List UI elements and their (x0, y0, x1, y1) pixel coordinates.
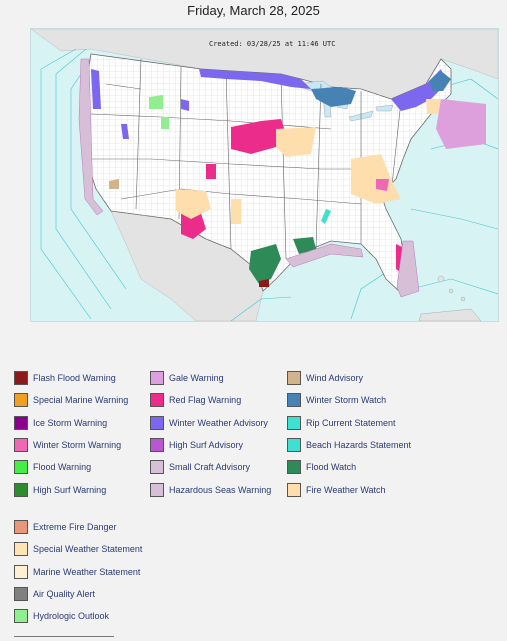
legend-item: Wind Advisory (287, 369, 363, 387)
legend-swatch (150, 371, 164, 385)
legend-label: Winter Weather Advisory (169, 417, 268, 428)
legend-item: High Surf Warning (14, 481, 106, 499)
legend-item: Extreme Fire Danger (14, 518, 117, 536)
legend-label: Marine Weather Statement (33, 566, 141, 577)
legend-label: Hydrologic Outlook (33, 611, 110, 622)
caribbean-islands (418, 275, 482, 321)
winter-storm-watch-area (311, 87, 356, 107)
legend-item: Hazardous Seas Warning (150, 481, 271, 499)
page-title: Friday, March 28, 2025 (187, 3, 320, 18)
legend-divider (14, 636, 114, 641)
legend-label: Fire Weather Watch (306, 484, 386, 495)
legend-label: Flash Flood Warning (33, 373, 116, 383)
legend-label: Winter Storm Watch (306, 395, 387, 406)
red-flag-warning-area (231, 119, 286, 154)
legend-label: Special Marine Warning (33, 395, 129, 406)
legend-label: Flood Watch (306, 462, 357, 473)
created-stamp: Created: 03/28/25 at 11:46 UTC (209, 40, 335, 48)
legend-swatch (14, 586, 28, 601)
legend-item: High Surf Advisory (150, 436, 243, 454)
legend-swatch (150, 393, 164, 408)
legend-label: Special Weather Statement (33, 544, 143, 555)
legend-swatch (14, 415, 28, 430)
legend-item: Winter Storm Warning (14, 436, 121, 454)
legend-swatch (150, 460, 164, 475)
legend-label: Gale Warning (169, 373, 224, 383)
fire-weather-watch-area (276, 127, 316, 157)
legend-item: Flash Flood Warning (14, 369, 116, 387)
legend-item: Air Quality Alert (14, 585, 95, 603)
legend-swatch (14, 609, 28, 624)
legend-swatch (287, 415, 301, 430)
legend-item: Small Craft Advisory (150, 458, 250, 476)
legend-item: Flood Watch (287, 458, 356, 476)
legend-item: Hydrologic Outlook (14, 607, 109, 625)
legend-swatch (14, 460, 28, 475)
legend-label: Flood Warning (33, 462, 92, 473)
legend-item: Marine Weather Statement (14, 563, 140, 581)
legend-swatch (14, 542, 28, 557)
legend-label: Red Flag Warning (169, 395, 242, 406)
legend-swatch (287, 482, 301, 497)
legend-label: Wind Advisory (306, 373, 364, 383)
legend-label: Ice Storm Warning (33, 417, 108, 428)
legend-label: High Surf Advisory (169, 439, 244, 450)
legend-item: Ice Storm Warning (14, 414, 107, 432)
hazard-areas (78, 58, 486, 298)
legend-swatch (287, 393, 301, 408)
legend-item: Flood Warning (14, 458, 91, 476)
legend-swatch (14, 520, 28, 534)
legend-swatch (14, 437, 28, 452)
legend-label: Beach Hazards Statement (306, 439, 412, 450)
legend-swatch (287, 371, 301, 385)
legend-item: Winter Storm Watch (287, 391, 386, 409)
legend-label: Hazardous Seas Warning (169, 484, 272, 495)
legend-swatch (150, 415, 164, 430)
legend-item: Fire Weather Watch (287, 481, 386, 499)
legend-label: Extreme Fire Danger (33, 522, 117, 532)
winter-weather-advisory-area (199, 69, 311, 89)
legend-swatch (150, 482, 164, 497)
legend-item: Winter Weather Advisory (150, 414, 268, 432)
legend-swatch (14, 393, 28, 408)
flood-watch-area (249, 244, 281, 284)
us-hazards-map[interactable]: Created: 03/28/25 at 11:46 UTC (30, 28, 499, 322)
legend-label: High Surf Warning (33, 484, 107, 495)
legend-item: Beach Hazards Statement (287, 436, 411, 454)
map-canvas: Created: 03/28/25 at 11:46 UTC (31, 29, 498, 321)
legend-swatch (287, 437, 301, 452)
legend-label: Small Craft Advisory (169, 462, 251, 473)
legend-item: Rip Current Statement (287, 414, 396, 432)
legend-item: Special Marine Warning (14, 391, 128, 409)
legend-item: Red Flag Warning (150, 391, 241, 409)
legend-label: Air Quality Alert (33, 588, 96, 599)
legend-swatch (14, 482, 28, 497)
legend-swatch (14, 564, 28, 579)
legend-item: Special Weather Statement (14, 540, 142, 558)
legend-label: Rip Current Statement (306, 417, 396, 428)
legend-label: Winter Storm Warning (33, 439, 122, 450)
legend-swatch (150, 437, 164, 452)
legend-swatch (287, 460, 301, 475)
legend-swatch (14, 371, 28, 385)
legend-item: Gale Warning (150, 369, 224, 387)
